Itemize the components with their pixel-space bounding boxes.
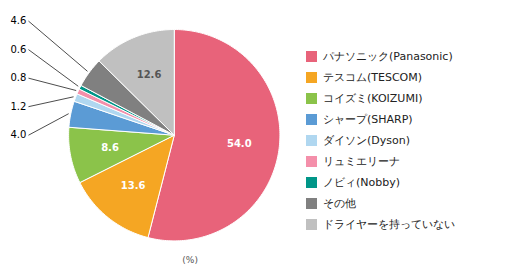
svg-text:4.6: 4.6 [10, 15, 26, 26]
html-text:ドライヤーを持っていない: ドライヤーを持っていない [323, 217, 455, 231]
svg-text:54.0: 54.0 [227, 138, 252, 149]
svg-text:12.6: 12.6 [137, 69, 162, 80]
html-text:テスコム(TESCOM): テスコム(TESCOM) [323, 70, 423, 84]
html-text:その他: その他 [323, 196, 356, 210]
svg-text:1.2: 1.2 [10, 101, 26, 112]
html-text:リュミエリーナ: リュミエリーナ [323, 154, 400, 168]
svg-text:13.6: 13.6 [121, 180, 146, 191]
html-text:ノビィ(Nobby): ノビィ(Nobby) [323, 175, 400, 189]
html-text:ダイソン(Dyson): ダイソン(Dyson) [323, 133, 410, 147]
svg-text:(%): (%) [182, 255, 198, 265]
html-text:シャープ(SHARP): シャープ(SHARP) [323, 112, 413, 126]
html-text:コイズミ(KOIZUMI): コイズミ(KOIZUMI) [323, 91, 423, 105]
svg-text:4.0: 4.0 [10, 129, 26, 140]
svg-text:0.8: 0.8 [10, 72, 26, 83]
svg-text:0.6: 0.6 [10, 44, 26, 55]
html-text:パナソニック(Panasonic): パナソニック(Panasonic) [323, 49, 453, 63]
svg-text:8.6: 8.6 [101, 142, 119, 153]
